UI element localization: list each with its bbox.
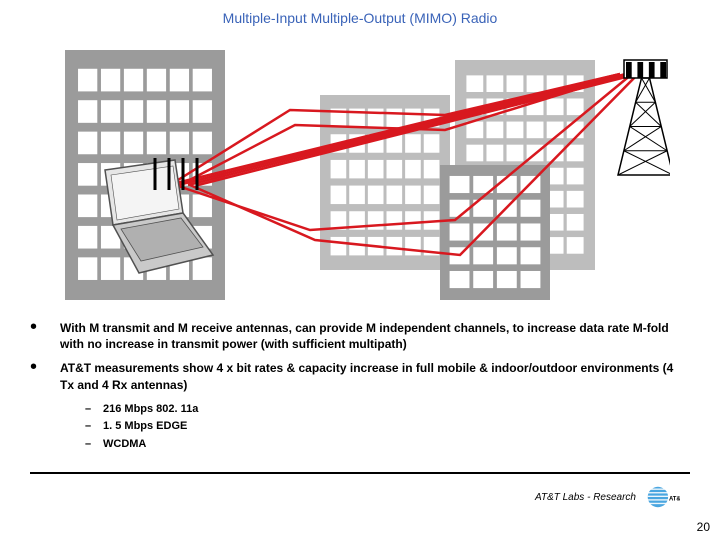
sub-bullet: –1. 5 Mbps EDGE [85, 418, 690, 436]
footer-text: AT&T Labs - Research [535, 492, 636, 503]
page-title: Multiple-Input Multiple-Output (MIMO) Ra… [0, 0, 720, 26]
page-number: 20 [697, 520, 710, 534]
sub-bullet: –WCDMA [85, 436, 690, 454]
footer: AT&T Labs - Research AT&T [535, 480, 680, 514]
sub-bullet: –216 Mbps 802. 11a [85, 401, 690, 419]
svg-text:AT&T: AT&T [669, 496, 680, 502]
bullet-item: •With M transmit and M receive antennas,… [30, 320, 690, 352]
att-logo: AT&T [646, 480, 680, 514]
bullet-text: With M transmit and M receive antennas, … [60, 320, 690, 352]
bullet-dot: • [30, 320, 60, 334]
bullet-item: •AT&T measurements show 4 x bit rates & … [30, 360, 690, 392]
bullet-dot: • [30, 360, 60, 374]
footer-rule [30, 472, 690, 474]
bullet-text: AT&T measurements show 4 x bit rates & c… [60, 360, 690, 392]
mimo-diagram [50, 50, 670, 300]
bullet-list: •With M transmit and M receive antennas,… [30, 320, 690, 454]
